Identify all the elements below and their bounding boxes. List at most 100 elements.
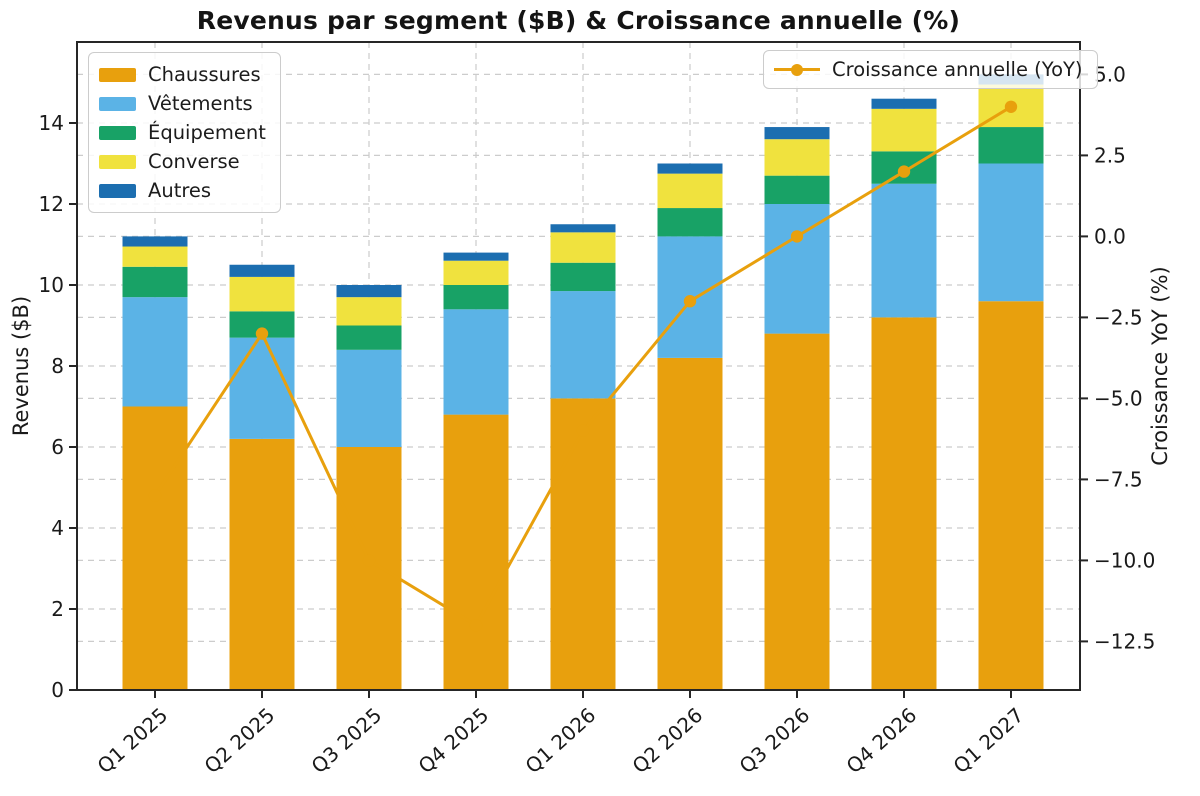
bar-segment-Autres [443,252,509,261]
x-tick-label: Q3 2025 [307,703,387,778]
legend-label: Vêtements [148,92,253,115]
x-tick-label: Q4 2026 [842,703,922,778]
legend-item-growth: Croissance annuelle (YoY) [774,55,1083,84]
bar-segment-Équipement [550,262,616,292]
legend-item-Équipement: Équipement [99,118,266,147]
bar-segment-Chaussures [764,333,830,690]
x-tick-label: Q3 2026 [735,703,815,778]
x-tick-label: Q2 2025 [200,703,280,778]
right-tick-label: −2.5 [1094,305,1143,329]
bar-segment-Vêtements [550,291,616,399]
bar-segment-Vêtements [229,337,295,439]
right-tick-label: 0.0 [1094,224,1126,248]
legend-item-Chaussures: Chaussures [99,60,266,89]
legend-line-marker-icon [774,63,820,77]
growth-marker [148,489,162,502]
bar-segment-Autres [550,224,616,233]
legend-label: Équipement [148,121,266,144]
left-tick-label: 10 [39,273,64,297]
bar-segment-Vêtements [122,297,188,407]
bar-segment-Chaussures [978,301,1044,690]
stacked-bars [122,74,1044,690]
growth-marker [362,554,376,567]
bar-segment-Autres [871,98,937,109]
bar-segment-Chaussures [336,447,402,690]
growth-marker [683,295,697,308]
bar-segment-Équipement [764,175,830,204]
bar-segment-Chaussures [657,357,723,690]
right-tick-label: −12.5 [1094,629,1155,653]
growth-marker [576,424,590,437]
legend-label: Autres [148,179,212,202]
legend-segments: Chaussures Vêtements Équipement Converse Aut… [88,52,281,213]
bar-segment-Converse [229,276,295,312]
left-tick-label: 4 [51,516,64,540]
legend-swatch [99,183,136,198]
bar-segment-Chaussures [550,398,616,690]
left-tick-label: 2 [51,597,64,621]
bar-segment-Équipement [122,266,188,298]
bar-segment-Vêtements [978,163,1044,302]
growth-marker [897,165,911,178]
bar-segment-Équipement [336,325,402,350]
right-tick-label: −5.0 [1094,386,1143,410]
growth-marker [1004,100,1018,114]
left-axis-label: Revenus ($B) [9,296,33,436]
bar-segment-Autres [764,127,830,140]
chart-title: Revenus par segment ($B) & Croissance an… [196,6,961,35]
right-tick-label: 2.5 [1094,143,1126,167]
bar-segment-Chaussures [229,438,295,690]
bar-segment-Autres [229,264,295,277]
legend-label: Chaussures [148,63,261,86]
legend-growth: Croissance annuelle (YoY) [763,50,1098,89]
bar-segment-Chaussures [443,414,509,690]
right-tick-label: −7.5 [1094,467,1143,491]
bar-segment-Vêtements [336,349,402,447]
bar-segment-Autres [336,285,402,298]
legend-label: Converse [148,150,240,173]
bar-segment-Converse [550,232,616,263]
bar-segment-Converse [443,260,509,285]
x-tick-label: Q1 2027 [949,703,1029,778]
bar-segment-Chaussures [871,317,937,690]
bar-segment-Vêtements [443,309,509,415]
bar-segment-Autres [122,236,188,247]
legend-swatch [99,96,136,111]
bar-segment-Chaussures [122,406,188,690]
right-tick-label: −10.0 [1094,548,1155,572]
bar-segment-Autres [657,163,723,174]
left-tick-label: 0 [51,678,64,702]
bar-segment-Converse [871,108,937,152]
bar-segment-Vêtements [764,204,830,334]
bar-segment-Équipement [657,208,723,237]
growth-marker [255,327,269,340]
legend-label: Croissance annuelle (YoY) [832,58,1083,81]
bar-segment-Converse [336,297,402,326]
bar-segment-Converse [122,246,188,267]
x-tick-label: Q4 2025 [414,703,494,778]
bar-segment-Équipement [443,285,509,310]
legend-swatch [99,125,136,140]
left-tick-label: 8 [51,354,64,378]
growth-line [148,100,1018,632]
legend-item-Converse: Converse [99,147,266,176]
bar-segment-Vêtements [871,183,937,318]
growth-marker [469,619,483,632]
left-tick-label: 6 [51,435,64,459]
bar-segment-Équipement [978,127,1044,164]
x-tick-label: Q1 2025 [93,703,173,778]
legend-swatch [99,67,136,82]
legend-swatch [99,154,136,169]
x-tick-label: Q1 2026 [521,703,601,778]
left-tick-label: 12 [39,192,64,216]
left-tick-label: 14 [39,111,64,135]
right-tick-label: 5.0 [1094,62,1126,86]
growth-marker [790,230,804,243]
x-tick-label: Q2 2026 [628,703,708,778]
legend-item-Autres: Autres [99,176,266,205]
bar-segment-Converse [657,173,723,209]
bar-segment-Converse [764,139,830,176]
right-axis-label: Croissance YoY (%) [1148,266,1172,465]
